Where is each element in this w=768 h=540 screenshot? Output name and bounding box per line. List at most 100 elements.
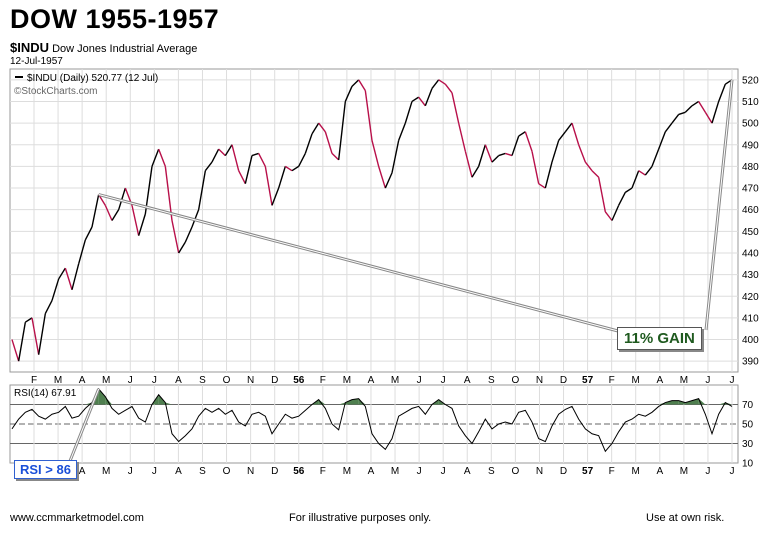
price-line-segment — [298, 153, 306, 167]
price-line-segment — [511, 135, 520, 156]
price-line-segment — [31, 317, 40, 355]
rsi-x-tick-label: N — [247, 466, 254, 477]
rsi-x-tick-label: 56 — [293, 466, 305, 477]
price-x-tick-label: M — [102, 375, 110, 386]
price-line-segment — [438, 79, 446, 85]
footer-risk: Use at own risk. — [646, 512, 725, 524]
price-x-tick-label: N — [247, 375, 254, 386]
price-line-segment — [491, 155, 500, 163]
price-line-segment — [444, 83, 453, 94]
price-line-segment — [238, 170, 246, 185]
price-line-segment — [498, 152, 506, 157]
price-line-segment — [404, 101, 413, 124]
price-line-segment — [131, 205, 140, 236]
price-x-tick-label: A — [368, 375, 375, 386]
price-x-tick-label: J — [730, 375, 735, 386]
price-line-segment — [304, 133, 313, 154]
price-line-segment — [158, 148, 166, 167]
rsi-x-tick-label: 57 — [582, 466, 594, 477]
rsi-overbought-fill — [165, 402, 172, 405]
price-x-tick-label: M — [632, 375, 640, 386]
price-x-tick-label: F — [609, 375, 615, 386]
price-line-segment — [538, 183, 546, 189]
price-line-segment — [671, 114, 680, 124]
price-line-segment — [597, 177, 607, 212]
rsi-legend-label: RSI(14) 67.91 — [14, 388, 77, 399]
price-y-tick-label: 410 — [742, 313, 759, 324]
price-line-segment — [351, 79, 360, 87]
stockcharts-watermark: ©StockCharts.com — [14, 86, 98, 97]
price-line-segment — [658, 131, 666, 150]
price-line-segment — [718, 83, 726, 102]
price-y-tick-label: 450 — [742, 227, 759, 238]
price-line-segment — [698, 101, 706, 113]
rsi-leader-inner — [69, 388, 100, 462]
price-line-segment — [551, 140, 560, 163]
rsi-x-tick-label: F — [320, 466, 326, 477]
price-line-segment — [111, 209, 120, 221]
rsi-overbought-fill — [352, 398, 359, 405]
price-panel-frame — [9, 68, 739, 373]
price-line-segment — [337, 101, 347, 160]
price-line-segment — [424, 88, 433, 107]
rsi-line — [11, 387, 733, 453]
price-line-segment — [711, 101, 720, 124]
gain-baseline-leader-inner — [98, 194, 619, 332]
price-line-segment — [358, 79, 366, 92]
price-line-segment — [651, 148, 660, 167]
price-line-segment — [484, 144, 493, 163]
price-line-segment — [284, 165, 293, 172]
price-y-tick-label: 420 — [742, 292, 759, 303]
rsi-x-tick-label: J — [441, 466, 446, 477]
price-x-tick-label: A — [656, 375, 663, 386]
price-line-segment — [411, 96, 420, 103]
price-line-segment — [451, 92, 460, 124]
price-y-tick-label: 520 — [742, 75, 759, 86]
price-line-segment — [258, 153, 266, 167]
price-x-tick-label: D — [560, 375, 567, 386]
rsi-x-tick-label: A — [464, 466, 471, 477]
rsi-x-tick-label: D — [271, 466, 278, 477]
rsi-annotation: RSI > 86 — [14, 460, 77, 479]
price-line-segment — [384, 172, 393, 189]
price-y-tick-label: 510 — [742, 97, 759, 108]
price-line-segment — [277, 166, 287, 189]
rsi-x-tick-label: M — [680, 466, 688, 477]
symbol-line: $INDU Dow Jones Industrial Average — [10, 40, 197, 55]
price-line-segment — [418, 96, 426, 107]
price-line-segment — [678, 111, 686, 116]
rsi-overbought-fill — [692, 398, 699, 405]
rsi-x-tick-label: J — [128, 466, 133, 477]
price-x-tick-label: D — [271, 375, 278, 386]
rsi-y-tick-label: 70 — [742, 400, 754, 411]
price-line-segment — [591, 170, 600, 178]
rsi-x-tick-label: J — [705, 466, 710, 477]
rsi-x-tick-label: A — [656, 466, 663, 477]
price-line-segment — [164, 166, 173, 221]
price-line-segment — [178, 241, 186, 254]
rsi-x-tick-label: A — [368, 466, 375, 477]
price-y-tick-label: 480 — [742, 162, 759, 173]
price-line-segment — [218, 148, 226, 157]
rsi-x-tick-label: A — [175, 466, 182, 477]
rsi-x-tick-label: M — [391, 466, 399, 477]
rsi-y-tick-label: 10 — [742, 459, 754, 470]
price-line-segment — [584, 161, 593, 172]
price-x-tick-label: A — [464, 375, 471, 386]
price-y-tick-label: 500 — [742, 119, 759, 130]
price-line-segment — [191, 209, 200, 228]
price-line-segment — [58, 267, 66, 280]
price-line-segment — [17, 322, 27, 362]
price-line-segment — [231, 144, 240, 171]
rsi-x-tick-label: D — [560, 466, 567, 477]
rsi-x-tick-label: A — [79, 466, 86, 477]
rsi-x-tick-label: M — [102, 466, 110, 477]
price-y-tick-label: 390 — [742, 357, 759, 368]
footer-website: www.ccmmarketmodel.com — [10, 512, 144, 524]
price-line-segment — [618, 192, 626, 206]
rsi-y-tick-label: 50 — [742, 420, 754, 431]
price-x-tick-label: O — [511, 375, 519, 386]
price-line-segment — [704, 111, 713, 124]
price-x-tick-label: J — [152, 375, 157, 386]
